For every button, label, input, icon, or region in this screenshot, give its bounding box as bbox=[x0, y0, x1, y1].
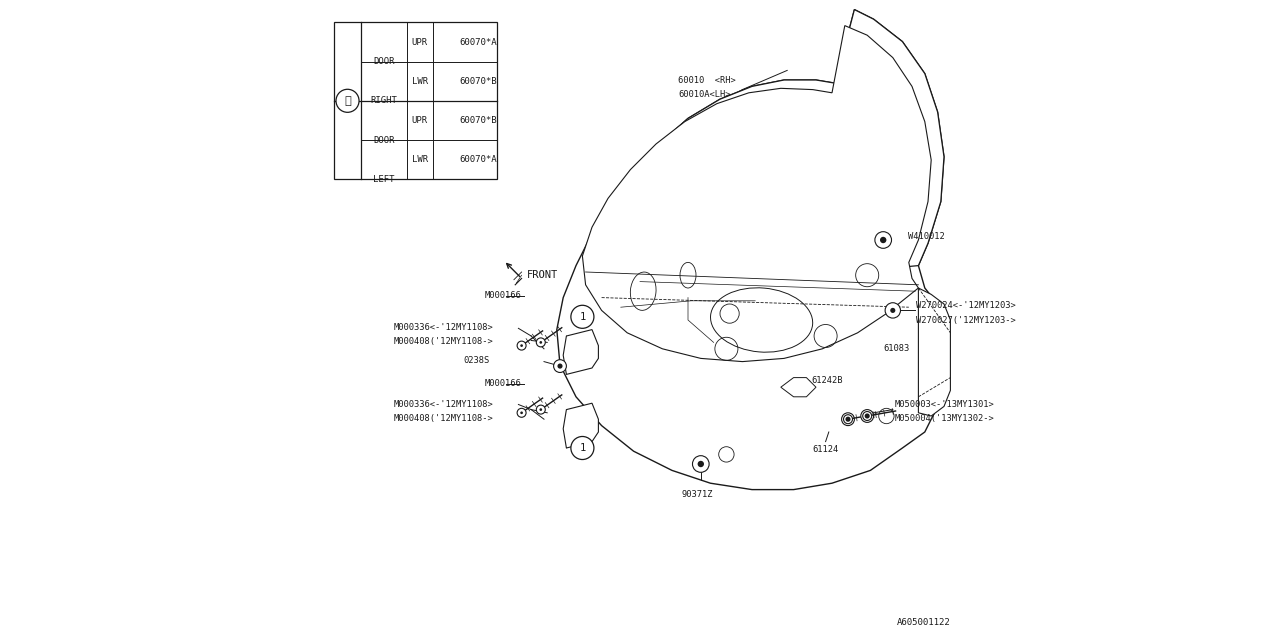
Text: 60070*A: 60070*A bbox=[460, 38, 497, 47]
Circle shape bbox=[865, 413, 870, 419]
Circle shape bbox=[539, 408, 543, 411]
Text: UPR: UPR bbox=[412, 116, 428, 125]
Polygon shape bbox=[781, 378, 817, 397]
Circle shape bbox=[558, 364, 563, 369]
Circle shape bbox=[520, 412, 524, 414]
Polygon shape bbox=[563, 330, 599, 374]
Text: 60070*B: 60070*B bbox=[460, 77, 497, 86]
Circle shape bbox=[846, 418, 850, 420]
Text: ①: ① bbox=[344, 96, 351, 106]
Text: A605001122: A605001122 bbox=[897, 618, 950, 627]
Text: 60070*A: 60070*A bbox=[460, 155, 497, 164]
Text: 90371Z: 90371Z bbox=[681, 490, 713, 499]
Circle shape bbox=[865, 415, 869, 417]
Circle shape bbox=[692, 456, 709, 472]
Text: M000336<-'12MY1108>: M000336<-'12MY1108> bbox=[394, 400, 493, 409]
Circle shape bbox=[891, 308, 896, 313]
Polygon shape bbox=[602, 10, 945, 275]
Text: 60010  <RH>: 60010 <RH> bbox=[678, 76, 736, 84]
Text: UPR: UPR bbox=[412, 38, 428, 47]
Text: 61242B: 61242B bbox=[812, 376, 844, 385]
Text: M000408('12MY1108->: M000408('12MY1108-> bbox=[394, 414, 493, 423]
Circle shape bbox=[536, 338, 545, 347]
Text: M050004('13MY1302->: M050004('13MY1302-> bbox=[895, 414, 995, 423]
Circle shape bbox=[863, 412, 872, 420]
Polygon shape bbox=[563, 403, 599, 448]
Text: 0238S: 0238S bbox=[463, 356, 490, 365]
Text: W270027('12MY1203->: W270027('12MY1203-> bbox=[916, 316, 1016, 324]
Circle shape bbox=[536, 405, 545, 414]
Polygon shape bbox=[557, 10, 945, 490]
Circle shape bbox=[571, 305, 594, 328]
Text: RIGHT: RIGHT bbox=[371, 96, 397, 106]
Circle shape bbox=[517, 408, 526, 417]
Text: W270024<-'12MY1203>: W270024<-'12MY1203> bbox=[916, 301, 1016, 310]
Text: FRONT: FRONT bbox=[527, 270, 558, 280]
Polygon shape bbox=[582, 26, 932, 362]
Circle shape bbox=[698, 461, 704, 467]
Circle shape bbox=[539, 341, 543, 344]
Circle shape bbox=[554, 360, 566, 372]
Text: DOOR: DOOR bbox=[374, 57, 394, 66]
Text: 1: 1 bbox=[580, 443, 585, 453]
Polygon shape bbox=[919, 288, 950, 416]
Circle shape bbox=[861, 410, 874, 422]
Circle shape bbox=[335, 90, 358, 113]
Text: 60070*B: 60070*B bbox=[460, 116, 497, 125]
Circle shape bbox=[876, 232, 892, 248]
Circle shape bbox=[517, 341, 526, 350]
Text: DOOR: DOOR bbox=[374, 136, 394, 145]
Text: 61083: 61083 bbox=[883, 344, 910, 353]
Text: W410012: W410012 bbox=[908, 232, 945, 241]
Text: M000166: M000166 bbox=[485, 380, 522, 388]
Text: LWR: LWR bbox=[412, 77, 428, 86]
Text: 1: 1 bbox=[580, 312, 585, 322]
Circle shape bbox=[846, 417, 850, 422]
Text: M000166: M000166 bbox=[485, 291, 522, 300]
Text: 60010A<LH>: 60010A<LH> bbox=[678, 90, 731, 99]
Bar bbox=[334, 22, 497, 179]
Circle shape bbox=[844, 415, 852, 424]
Text: LWR: LWR bbox=[412, 155, 428, 164]
Circle shape bbox=[842, 413, 855, 426]
Circle shape bbox=[886, 303, 901, 318]
Text: 61124: 61124 bbox=[813, 445, 838, 454]
Circle shape bbox=[571, 436, 594, 460]
Text: M000408('12MY1108->: M000408('12MY1108-> bbox=[394, 337, 493, 346]
Text: M000336<-'12MY1108>: M000336<-'12MY1108> bbox=[394, 323, 493, 332]
Text: LEFT: LEFT bbox=[374, 175, 394, 184]
Circle shape bbox=[881, 237, 887, 243]
Text: M050003<-'13MY1301>: M050003<-'13MY1301> bbox=[895, 400, 995, 409]
Circle shape bbox=[520, 344, 524, 347]
